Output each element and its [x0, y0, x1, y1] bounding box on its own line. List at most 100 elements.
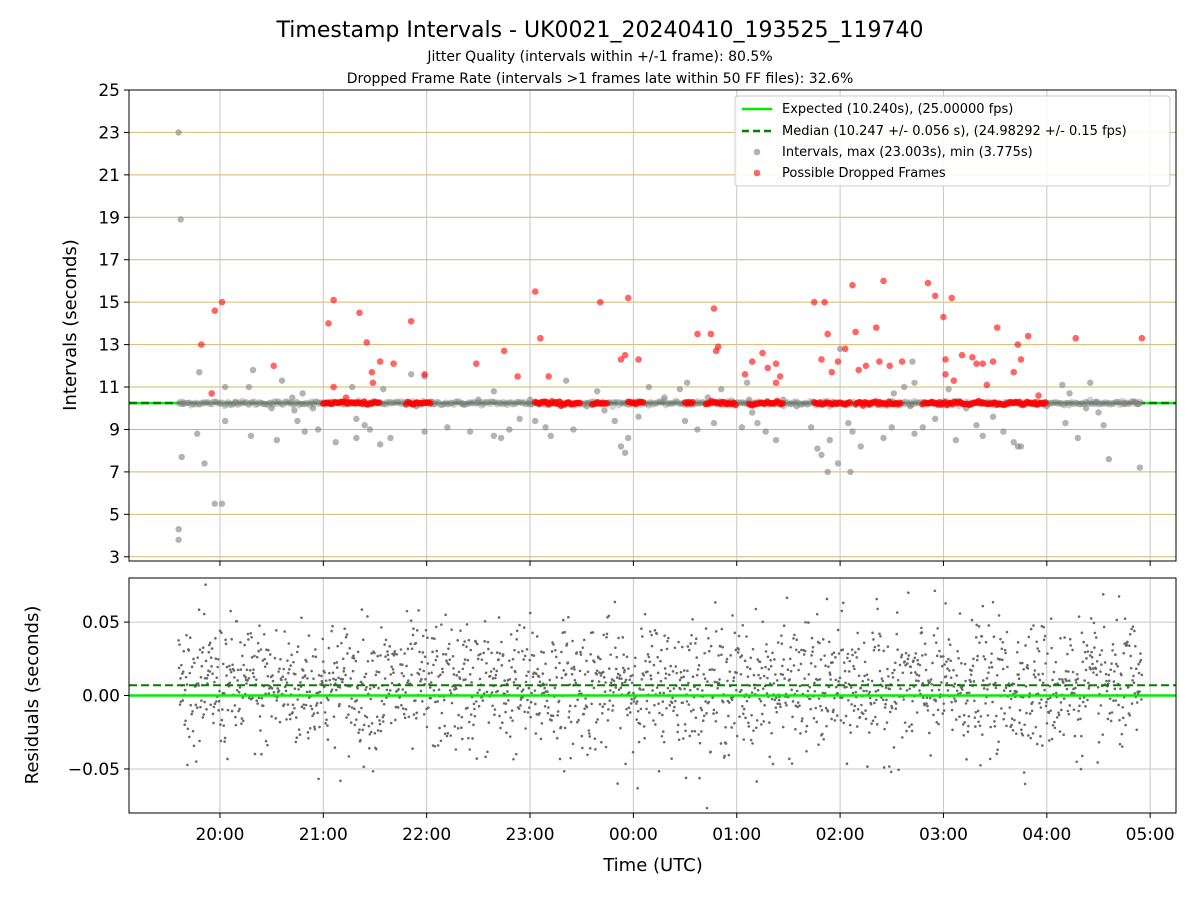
residual-point: [867, 678, 870, 681]
interval-point: [1063, 399, 1070, 407]
residual-point: [1002, 689, 1006, 692]
residual-point: [910, 729, 914, 733]
residual-point: [967, 691, 971, 695]
residual-point: [409, 619, 413, 622]
residual-point: [806, 689, 810, 693]
residuals-points: [177, 583, 1144, 810]
residual-point: [578, 689, 581, 693]
residual-point: [509, 633, 513, 636]
residual-point: [672, 687, 676, 690]
residual-point: [240, 717, 244, 720]
residual-point: [1025, 711, 1028, 715]
residual-point: [291, 711, 294, 714]
residual-point: [401, 688, 405, 691]
residual-point: [291, 703, 295, 707]
residual-point: [363, 675, 366, 679]
residual-point: [574, 704, 577, 708]
interval-point: [212, 398, 220, 406]
residual-point: [300, 705, 304, 709]
residual-point: [861, 679, 865, 683]
residual-point: [1109, 719, 1113, 723]
residual-point: [800, 719, 804, 723]
residual-point: [274, 629, 278, 632]
interval-point: [309, 405, 317, 412]
intervals-axes-frame: [128, 89, 1177, 562]
residual-point: [185, 633, 188, 637]
interval-point: [481, 399, 489, 407]
residual-point: [234, 715, 237, 719]
residual-point: [938, 649, 941, 653]
residual-point: [522, 626, 526, 629]
residual-point: [1039, 706, 1043, 709]
residual-point: [188, 636, 192, 639]
intervals-y-tick-label-17: 17: [98, 251, 120, 271]
residual-point: [449, 692, 453, 695]
residual-point: [567, 716, 571, 719]
residual-point: [235, 689, 239, 692]
residual-point: [673, 646, 677, 650]
residual-point: [382, 713, 386, 717]
interval-point: [645, 383, 653, 391]
interval-point: [260, 400, 268, 407]
residual-point: [358, 728, 361, 731]
residual-point: [246, 632, 250, 636]
residual-point: [535, 635, 539, 638]
dropped-frame-point: [376, 358, 384, 365]
residual-point: [199, 675, 203, 679]
interval-point: [1120, 400, 1127, 407]
residual-point: [303, 674, 307, 677]
interval-point: [516, 399, 523, 406]
residual-point: [974, 725, 977, 728]
residual-point: [853, 667, 856, 671]
interval-point: [609, 403, 616, 411]
residual-point: [859, 686, 863, 690]
residual-point: [788, 678, 792, 681]
residual-point: [918, 689, 921, 692]
residual-point: [368, 687, 372, 690]
interval-point: [824, 468, 831, 476]
dropped-frame-point: [603, 400, 611, 407]
interval-point: [697, 400, 704, 407]
residual-point: [417, 672, 421, 676]
residual-point: [1099, 704, 1103, 707]
interval-point: [880, 434, 887, 442]
residual-point: [910, 723, 913, 726]
residual-point: [846, 652, 850, 656]
residual-point: [223, 736, 227, 740]
interval-point: [1116, 401, 1124, 409]
residual-point: [818, 678, 822, 681]
residual-point: [300, 616, 303, 620]
interval-point: [444, 424, 451, 431]
interval-point: [305, 400, 313, 407]
residual-point: [1119, 687, 1122, 690]
residual-point: [1054, 660, 1058, 664]
residual-point: [1064, 669, 1068, 673]
residual-point: [540, 650, 543, 654]
residual-point: [963, 720, 966, 724]
residual-point: [691, 675, 695, 679]
residual-point: [1002, 717, 1006, 721]
residual-point: [815, 720, 819, 724]
interval-point: [232, 399, 239, 406]
interval-point: [225, 398, 232, 406]
residual-point: [825, 597, 829, 601]
residual-point: [455, 674, 459, 677]
residual-point: [1124, 723, 1127, 727]
residual-point: [993, 724, 997, 728]
residual-point: [214, 657, 218, 660]
residual-point: [431, 650, 434, 654]
intervals-y-tick-label-5: 5: [109, 505, 120, 525]
residual-point: [357, 710, 361, 714]
residual-point: [193, 661, 196, 665]
residual-point: [381, 720, 385, 723]
residual-point: [233, 704, 237, 707]
interval-point: [1082, 405, 1090, 412]
interval-point: [301, 428, 308, 435]
residual-point: [979, 715, 983, 718]
residuals-y-tick-label--0.05: −0.05: [68, 760, 120, 780]
residual-point: [414, 717, 418, 720]
residual-point: [623, 680, 627, 684]
residual-point: [521, 688, 525, 691]
residual-point: [447, 663, 451, 666]
residual-point: [201, 646, 205, 649]
